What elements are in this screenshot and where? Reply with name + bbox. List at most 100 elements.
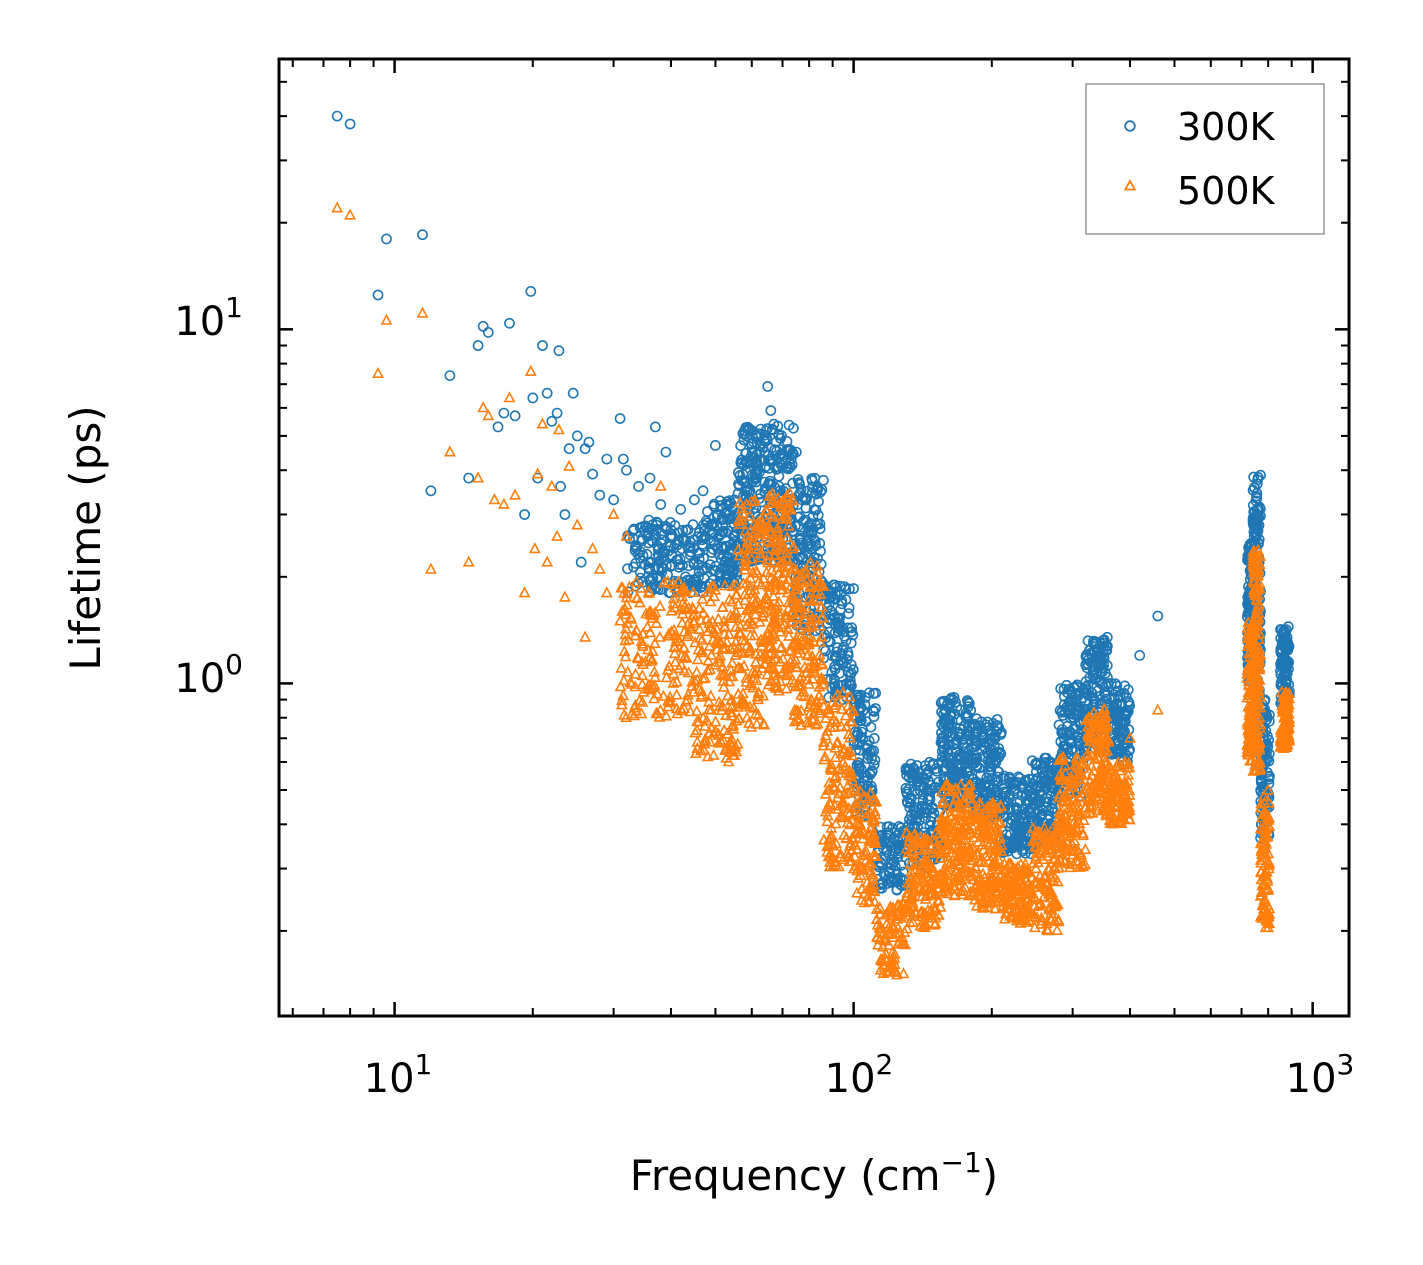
point-300k — [708, 500, 720, 512]
point-500k — [667, 676, 680, 688]
point-500k — [746, 535, 759, 547]
point-300k — [868, 759, 880, 771]
point-500k — [791, 589, 804, 601]
point-300k — [840, 660, 852, 672]
point-300k — [1011, 804, 1023, 816]
point-500k — [678, 650, 691, 662]
point-300k — [884, 849, 895, 861]
point-500k — [756, 609, 769, 621]
point-300k — [697, 541, 709, 552]
point-500k — [619, 608, 632, 620]
point-300k — [970, 719, 981, 731]
point-300k — [698, 563, 710, 575]
point-300k — [798, 515, 809, 527]
point-500k — [771, 491, 784, 503]
point-500k — [669, 601, 682, 613]
point-300k — [1276, 673, 1288, 685]
point-500k — [678, 641, 691, 653]
point-500k — [734, 626, 746, 638]
point-300k — [622, 563, 633, 575]
point-300k — [1259, 785, 1270, 796]
point-300k — [913, 808, 925, 820]
point-500k — [740, 671, 753, 683]
point-300k — [908, 769, 920, 781]
point-300k — [693, 571, 704, 583]
point-500k — [781, 531, 794, 543]
point-500k — [785, 503, 798, 515]
point-300k — [917, 795, 929, 806]
point-300k — [1278, 661, 1289, 673]
point-300k — [567, 387, 579, 399]
point-300k — [720, 557, 731, 569]
point-500k — [769, 548, 782, 560]
point-300k — [444, 370, 456, 381]
point-500k — [712, 736, 725, 748]
point-500k — [721, 689, 734, 701]
point-300k — [810, 504, 822, 516]
point-300k — [737, 428, 749, 439]
point-300k — [674, 545, 685, 557]
point-300k — [973, 762, 985, 774]
point-300k — [1119, 680, 1131, 692]
point-500k — [648, 692, 661, 704]
point-300k — [1012, 830, 1023, 842]
point-500k — [619, 650, 632, 662]
point-500k — [720, 751, 733, 763]
point-500k — [631, 650, 644, 662]
point-500k — [636, 695, 649, 707]
point-500k — [740, 675, 753, 687]
point-500k — [702, 654, 715, 666]
point-500k — [762, 596, 775, 608]
point-500k — [786, 542, 799, 554]
point-300k — [936, 756, 948, 767]
point-500k — [619, 628, 632, 640]
point-500k — [649, 670, 662, 682]
point-300k — [1064, 726, 1076, 738]
point-500k — [744, 579, 757, 591]
point-500k — [704, 735, 716, 747]
point-500k — [615, 661, 628, 673]
point-300k — [1252, 471, 1264, 483]
point-500k — [762, 518, 775, 530]
point-500k — [678, 581, 691, 593]
point-300k — [1026, 755, 1038, 767]
point-300k — [1017, 845, 1028, 857]
point-500k — [704, 595, 717, 607]
point-500k — [691, 741, 704, 753]
point-300k — [1251, 487, 1263, 499]
point-500k — [621, 587, 633, 599]
point-300k — [938, 738, 950, 750]
point-300k — [982, 755, 994, 767]
point-500k — [642, 678, 655, 690]
point-300k — [587, 468, 598, 480]
point-300k — [1090, 636, 1101, 648]
point-300k — [792, 474, 804, 485]
point-300k — [1099, 667, 1111, 679]
point-300k — [344, 118, 356, 130]
point-300k — [936, 732, 948, 744]
point-300k — [1119, 716, 1131, 727]
point-300k — [962, 701, 974, 713]
point-500k — [662, 700, 674, 712]
point-500k — [741, 611, 753, 623]
point-500k — [781, 573, 794, 585]
point-300k — [891, 884, 903, 896]
point-500k — [675, 658, 688, 670]
point-300k — [859, 692, 871, 703]
point-500k — [693, 601, 706, 613]
point-500k — [719, 579, 731, 591]
point-300k — [1111, 680, 1123, 692]
point-500k — [672, 575, 685, 587]
point-300k — [621, 464, 632, 476]
point-500k — [571, 518, 584, 530]
point-300k — [841, 654, 853, 666]
point-500k — [416, 306, 429, 318]
point-300k — [901, 788, 913, 800]
point-300k — [735, 440, 747, 452]
point-500k — [682, 666, 695, 678]
point-500k — [799, 612, 812, 624]
point-500k — [713, 652, 726, 664]
point-500k — [782, 519, 795, 531]
point-500k — [764, 525, 777, 537]
point-300k — [905, 809, 917, 821]
